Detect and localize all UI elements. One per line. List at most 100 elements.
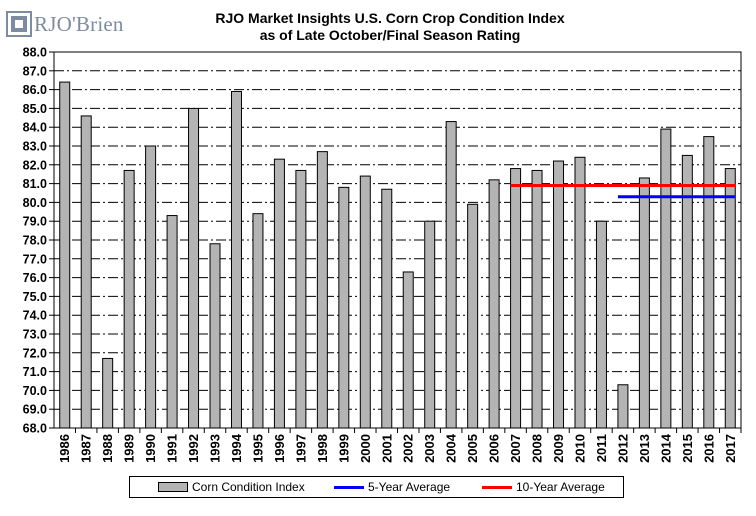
y-tick-label: 81.0 bbox=[23, 177, 47, 191]
bar-2014 bbox=[660, 128, 672, 429]
y-tick-label: 76.0 bbox=[23, 271, 47, 285]
x-tick-label-1998: 1998 bbox=[315, 434, 330, 463]
x-tick-label-2005: 2005 bbox=[465, 434, 480, 463]
bar-2006 bbox=[488, 179, 500, 429]
legend-label-5-year-average: 5-Year Average bbox=[368, 480, 451, 494]
legend-item-5-year-average: 5-Year Average bbox=[334, 480, 450, 494]
x-tick-label-2004: 2004 bbox=[444, 433, 459, 463]
legend-label-10-year-average: 10-Year Average bbox=[516, 480, 605, 494]
x-tick-label-2014: 2014 bbox=[658, 433, 673, 463]
bar-1995 bbox=[252, 213, 264, 429]
bar-2010 bbox=[574, 156, 586, 429]
bar-1994 bbox=[230, 90, 242, 429]
bar-2012 bbox=[617, 384, 629, 429]
x-tick-label-2001: 2001 bbox=[379, 434, 394, 463]
x-tick-label-2009: 2009 bbox=[551, 434, 566, 463]
legend-item-corn-condition-index: Corn Condition Index bbox=[158, 480, 305, 494]
x-tick-label-2008: 2008 bbox=[530, 434, 545, 463]
x-tick-label-2010: 2010 bbox=[572, 434, 587, 463]
x-tick-label-1990: 1990 bbox=[143, 434, 158, 463]
x-tick-label-1988: 1988 bbox=[100, 434, 115, 463]
y-tick-label: 72.0 bbox=[23, 346, 47, 360]
legend-swatch-red-line bbox=[482, 485, 512, 489]
y-tick-label: 79.0 bbox=[23, 215, 47, 229]
y-tick-label: 80.0 bbox=[23, 196, 47, 210]
y-tick-label: 82.0 bbox=[23, 158, 47, 172]
y-tick-label: 83.0 bbox=[23, 140, 47, 154]
x-tick-label-2000: 2000 bbox=[358, 434, 373, 463]
y-tick-label: 70.0 bbox=[23, 384, 47, 398]
x-tick-label-2006: 2006 bbox=[487, 434, 502, 463]
y-tick-label: 75.0 bbox=[23, 290, 47, 304]
bar-2000 bbox=[359, 175, 371, 429]
bar-1987 bbox=[80, 115, 92, 429]
y-tick-label: 69.0 bbox=[23, 403, 47, 417]
x-tick-label-2016: 2016 bbox=[701, 434, 716, 463]
plot-border bbox=[53, 51, 742, 429]
bar-2016 bbox=[703, 136, 715, 429]
x-tick-label-1999: 1999 bbox=[336, 434, 351, 463]
bar-2013 bbox=[638, 177, 650, 429]
x-tick-label-1989: 1989 bbox=[122, 434, 137, 463]
bar-2003 bbox=[424, 220, 436, 429]
bar-1993 bbox=[209, 243, 221, 429]
legend-swatch-bar bbox=[158, 482, 188, 492]
bar-2004 bbox=[445, 121, 457, 429]
x-tick-label-1986: 1986 bbox=[57, 434, 72, 463]
x-tick-label-1994: 1994 bbox=[229, 433, 244, 463]
x-tick-label-2012: 2012 bbox=[615, 434, 630, 463]
x-tick-label-2013: 2013 bbox=[637, 434, 652, 463]
bar-2005 bbox=[467, 203, 479, 429]
bar-1997 bbox=[295, 169, 307, 429]
y-tick-label: 86.0 bbox=[23, 83, 47, 97]
bar-1988 bbox=[102, 357, 114, 429]
x-tick-label-1996: 1996 bbox=[272, 434, 287, 463]
y-tick-label: 88.0 bbox=[23, 46, 47, 60]
chart-legend: Corn Condition Index 5-Year Average 10-Y… bbox=[129, 476, 624, 498]
bar-2001 bbox=[381, 188, 393, 429]
y-tick-label: 73.0 bbox=[23, 328, 47, 342]
bar-1989 bbox=[123, 169, 135, 429]
x-tick-label-2011: 2011 bbox=[594, 434, 609, 462]
bar-2009 bbox=[553, 160, 565, 429]
y-tick-label: 85.0 bbox=[23, 102, 47, 116]
bar-2011 bbox=[595, 220, 607, 429]
bar-2007 bbox=[510, 168, 522, 429]
y-tick-label: 78.0 bbox=[23, 234, 47, 248]
x-tick-label-1993: 1993 bbox=[208, 434, 223, 463]
x-tick-label-2007: 2007 bbox=[508, 434, 523, 463]
legend-label-corn-condition-index: Corn Condition Index bbox=[192, 480, 305, 494]
x-tick-label-1987: 1987 bbox=[79, 434, 94, 463]
x-tick-label-2015: 2015 bbox=[680, 434, 695, 463]
y-tick-label: 84.0 bbox=[23, 121, 47, 135]
bar-1990 bbox=[145, 145, 157, 429]
x-tick-label-2017: 2017 bbox=[723, 434, 738, 463]
y-tick-label: 68.0 bbox=[23, 422, 47, 436]
bar-1992 bbox=[188, 107, 200, 429]
bar-1996 bbox=[273, 158, 285, 429]
legend-swatch-blue-line bbox=[334, 485, 364, 489]
bar-1986 bbox=[59, 81, 71, 429]
legend-item-10-year-average: 10-Year Average bbox=[482, 480, 605, 494]
bar-2002 bbox=[402, 271, 414, 429]
y-tick-label: 87.0 bbox=[23, 64, 47, 78]
chart-title-line2: as of Late October/Final Season Rating bbox=[259, 27, 521, 43]
logo-text: RJO'Brien bbox=[34, 11, 124, 36]
x-tick-label-1997: 1997 bbox=[293, 434, 308, 463]
bar-1998 bbox=[316, 151, 328, 429]
y-tick-label: 77.0 bbox=[23, 252, 47, 266]
chart-title-line1: RJO Market Insights U.S. Corn Crop Condi… bbox=[215, 10, 565, 26]
x-tick-label-1991: 1991 bbox=[165, 434, 180, 463]
y-tick-label: 74.0 bbox=[23, 309, 47, 323]
logo-mark-icon bbox=[6, 11, 32, 37]
bar-2008 bbox=[531, 169, 543, 429]
x-tick-label-1995: 1995 bbox=[250, 434, 265, 463]
bar-1991 bbox=[166, 215, 178, 429]
x-tick-label-2003: 2003 bbox=[422, 434, 437, 463]
x-tick-label-2002: 2002 bbox=[401, 434, 416, 463]
bar-1999 bbox=[338, 186, 350, 429]
x-tick-label-1992: 1992 bbox=[186, 434, 201, 463]
rjo-brien-logo: RJO'Brien bbox=[6, 9, 124, 39]
